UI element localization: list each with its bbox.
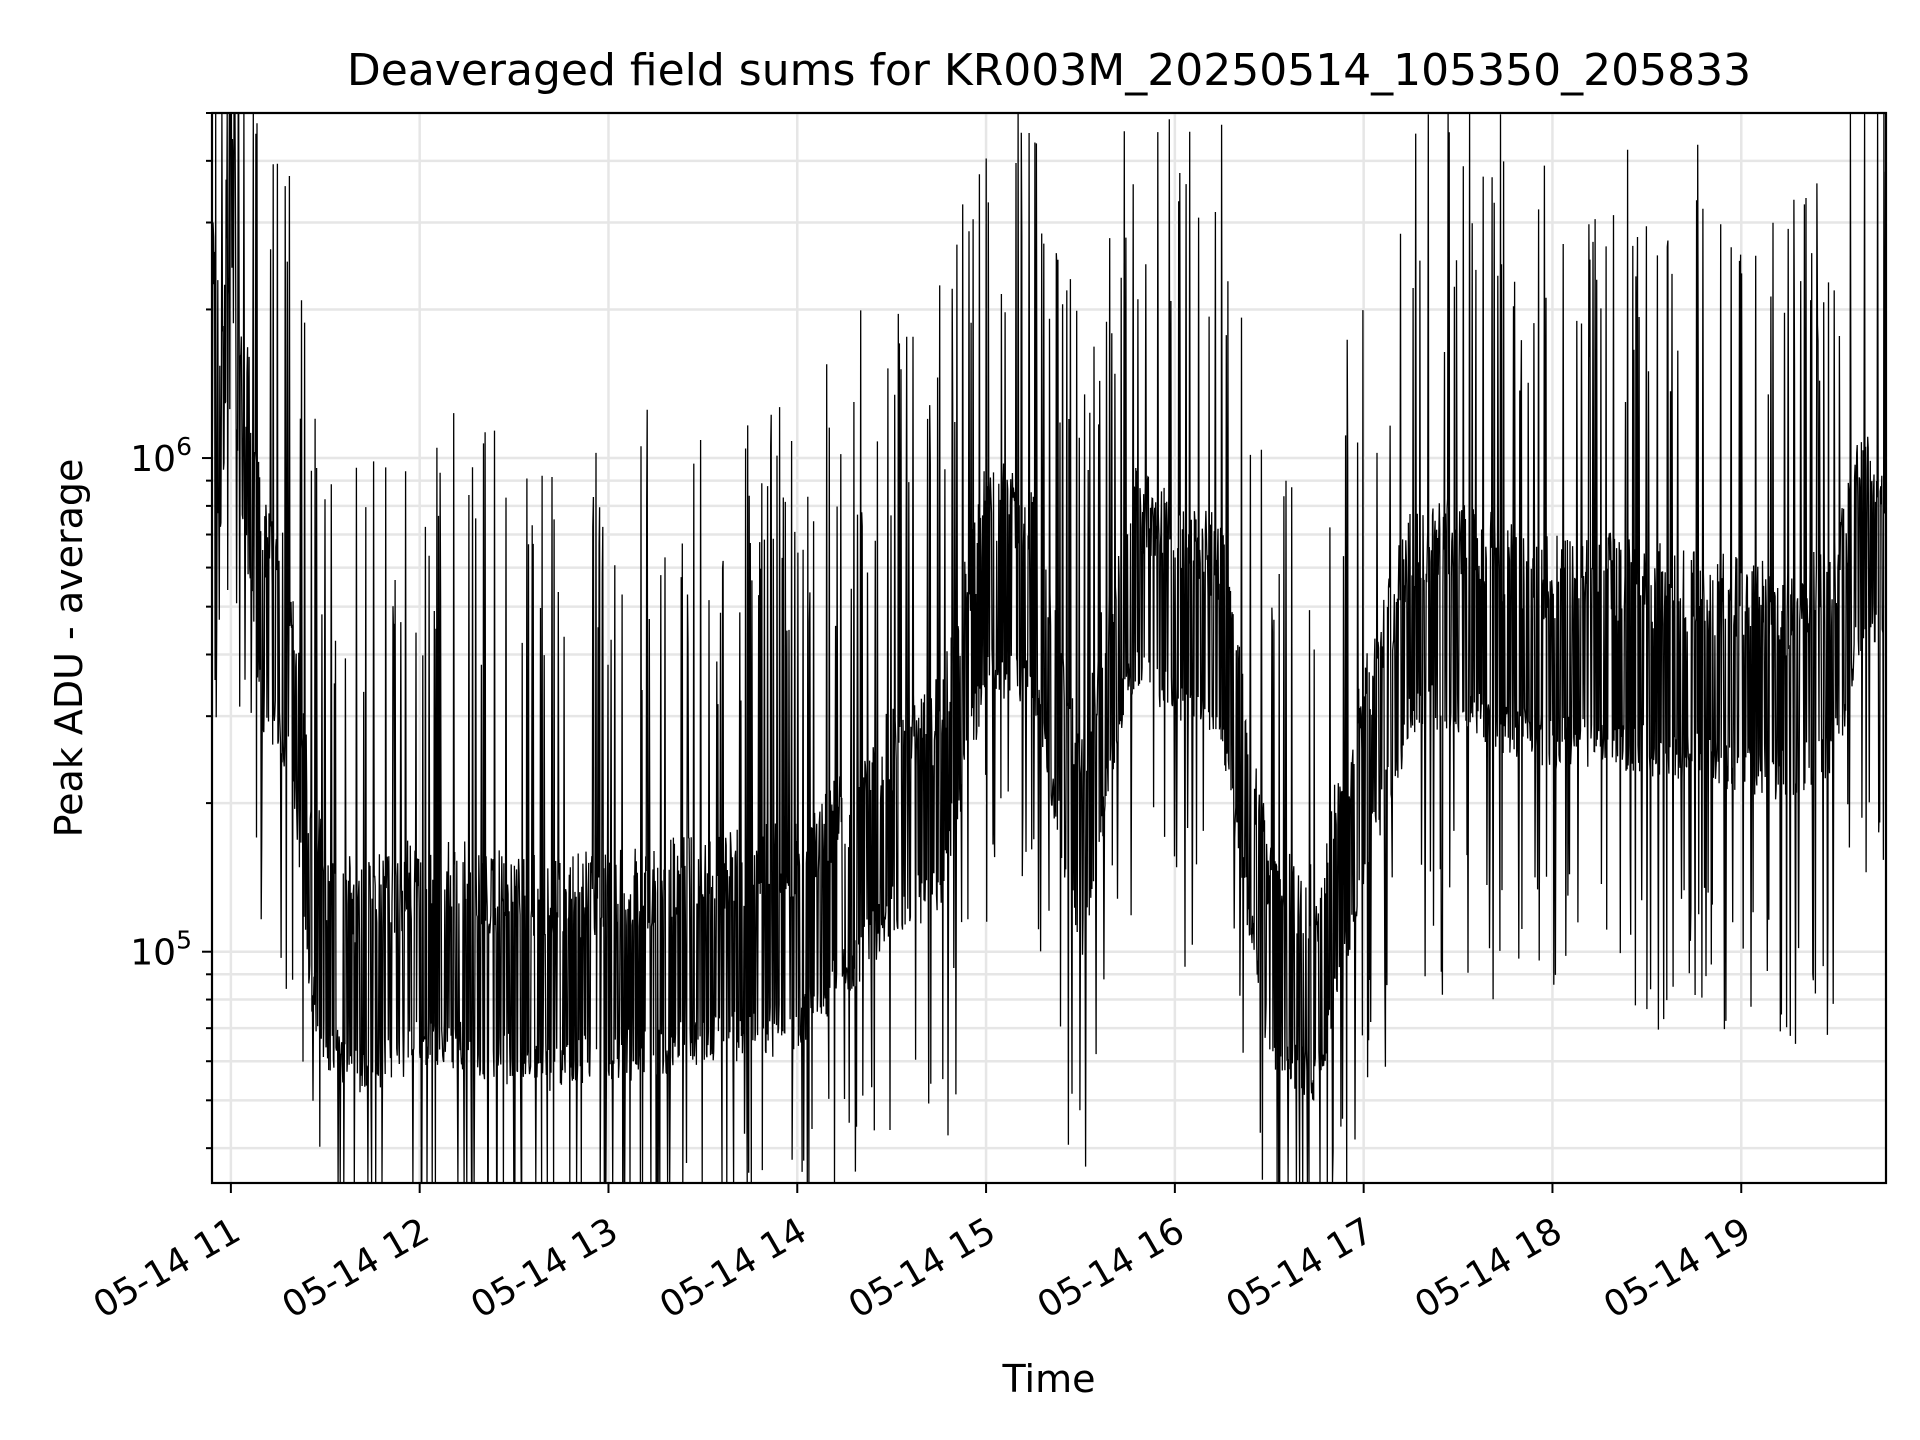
x-axis-label: Time [1002, 1357, 1096, 1401]
series-line [211, 113, 1887, 1183]
chart-title: Deaveraged field sums for KR003M_2025051… [347, 45, 1751, 96]
plot-frame [210, 111, 1888, 1185]
y-tick-base: 10 [130, 933, 176, 974]
y-axis-label: Peak ADU - average [47, 459, 91, 838]
y-tick-base: 10 [130, 439, 176, 480]
plot-area [211, 113, 1887, 1183]
y-tick-label: 106 [130, 432, 192, 480]
y-tick-exponent: 6 [176, 432, 192, 461]
y-tick-exponent: 5 [176, 926, 192, 955]
y-tick-label: 105 [130, 926, 192, 974]
